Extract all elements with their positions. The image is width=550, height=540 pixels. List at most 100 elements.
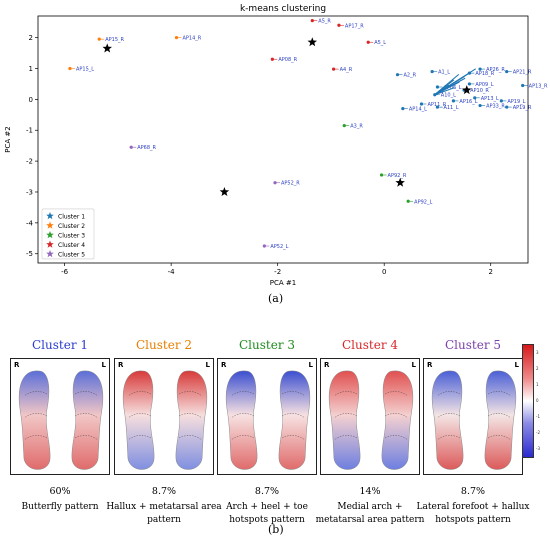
corner-label-right: R: [324, 361, 330, 369]
pressure-contour: [281, 413, 306, 419]
pressure-contour: [74, 413, 99, 419]
insole-right: [18, 370, 51, 470]
colorbar-tick-label: 3: [536, 350, 539, 355]
point-label: A10_L: [441, 93, 456, 99]
cluster-percent: 14%: [359, 486, 381, 497]
y-axis-label: PCA #2: [4, 126, 12, 152]
pressure-contour: [436, 413, 461, 419]
pressure-contour: [384, 413, 409, 419]
x-tick-label: -6: [61, 268, 69, 276]
y-tick-label: -3: [26, 188, 33, 196]
pressure-contour: [178, 391, 203, 397]
subfigure-label-a: (a): [268, 292, 284, 305]
centroid-marker: [462, 85, 472, 95]
cluster-1-streak: [434, 73, 460, 96]
y-tick-label: -1: [26, 127, 33, 135]
pressure-contour: [384, 435, 409, 441]
point-label: A1_L: [438, 70, 450, 76]
cluster-title: Cluster 2: [135, 338, 192, 352]
y-tick-label: 0: [29, 96, 33, 104]
point-label: AP14_R: [182, 36, 201, 42]
cluster-description: Lateral forefoot + hallux hotspots patte…: [416, 502, 530, 525]
point-label: AP33_R: [486, 104, 505, 110]
pressure-contour: [74, 435, 99, 441]
pressure-contour: [487, 435, 512, 441]
pressure-contour: [127, 391, 152, 397]
pressure-contour: [436, 435, 461, 441]
legend-marker: [46, 212, 54, 220]
pressure-contour: [384, 391, 409, 397]
legend-marker: [46, 221, 54, 229]
point-label: A5_L: [374, 40, 386, 46]
corner-label-left: L: [514, 361, 519, 369]
data-point: [129, 145, 133, 149]
insole-right: [122, 370, 155, 470]
insole-right: [225, 370, 258, 470]
insole-heatmap: [18, 370, 104, 470]
point-label: AP68_R: [137, 145, 156, 151]
point-label: A2_R: [404, 73, 417, 79]
colorbar-tick-label: 1: [536, 382, 539, 387]
pressure-contour: [178, 435, 203, 441]
legend-marker: [46, 250, 54, 258]
pressure-contour: [127, 413, 152, 419]
insole-right: [328, 370, 361, 470]
point-label: AP52_R: [281, 181, 300, 187]
insole-left: [175, 370, 208, 470]
pressure-contour: [230, 435, 255, 441]
cluster-percent: 8.7%: [254, 486, 280, 497]
point-label: AP16_L: [459, 99, 477, 105]
colorbar: [522, 344, 534, 458]
point-label: AP19_R: [513, 105, 532, 111]
scatter-plot: k-means clustering -6 -4 -2 0 2 2 1 0 -1 -2 -3 -4 -5 P…: [4, 4, 548, 287]
y-tick-label: -4: [26, 219, 34, 227]
corner-label-left: L: [205, 361, 210, 369]
pressure-contour: [487, 391, 512, 397]
pressure-contour: [333, 435, 358, 441]
cluster-title: Cluster 1: [31, 338, 88, 352]
point-label: AP13_R: [529, 83, 548, 89]
pressure-contour: [333, 391, 358, 397]
corner-label-right: R: [221, 361, 227, 369]
insole-left: [278, 370, 311, 470]
x-tick-label: 2: [488, 268, 492, 276]
insole-left: [71, 370, 104, 470]
point-label: AP15_L: [76, 66, 94, 72]
corner-label-left: L: [308, 361, 313, 369]
legend-marker: [46, 231, 54, 239]
point-label: A5_R: [318, 19, 331, 25]
cluster-title: Cluster 3: [238, 338, 295, 352]
y-tick-label: -5: [26, 250, 33, 258]
point-label: AP13_L: [481, 96, 499, 102]
cluster-percent: 8.7%: [460, 486, 486, 497]
point-label: AP26_R: [486, 67, 505, 73]
insole-heatmap: [122, 370, 208, 470]
point-label: AP21_R: [513, 70, 532, 76]
legend-label: Cluster 4: [58, 242, 85, 249]
x-tick-label: 0: [382, 268, 386, 276]
colorbar-tick-label: 0: [536, 398, 539, 403]
corner-label-right: R: [14, 361, 20, 369]
corner-label-right: R: [118, 361, 124, 369]
cluster-percent: 60%: [49, 486, 71, 497]
y-tick-label: -2: [26, 158, 33, 166]
point-label: AP10_R: [470, 88, 489, 94]
point-label: AP52_L: [270, 244, 288, 250]
pressure-contour: [23, 391, 48, 397]
corner-label-left: L: [411, 361, 416, 369]
cluster-1-streak: [434, 68, 477, 96]
pressure-contour: [281, 435, 306, 441]
pressure-contour: [74, 391, 99, 397]
legend-label: Cluster 2: [58, 223, 85, 230]
colorbar-tick-label: 2: [536, 366, 539, 371]
corner-label-left: L: [101, 361, 106, 369]
insole-heatmap: [431, 370, 517, 470]
pressure-contour: [230, 413, 255, 419]
pressure-contour: [23, 435, 48, 441]
point-label: AP92_L: [414, 199, 432, 205]
